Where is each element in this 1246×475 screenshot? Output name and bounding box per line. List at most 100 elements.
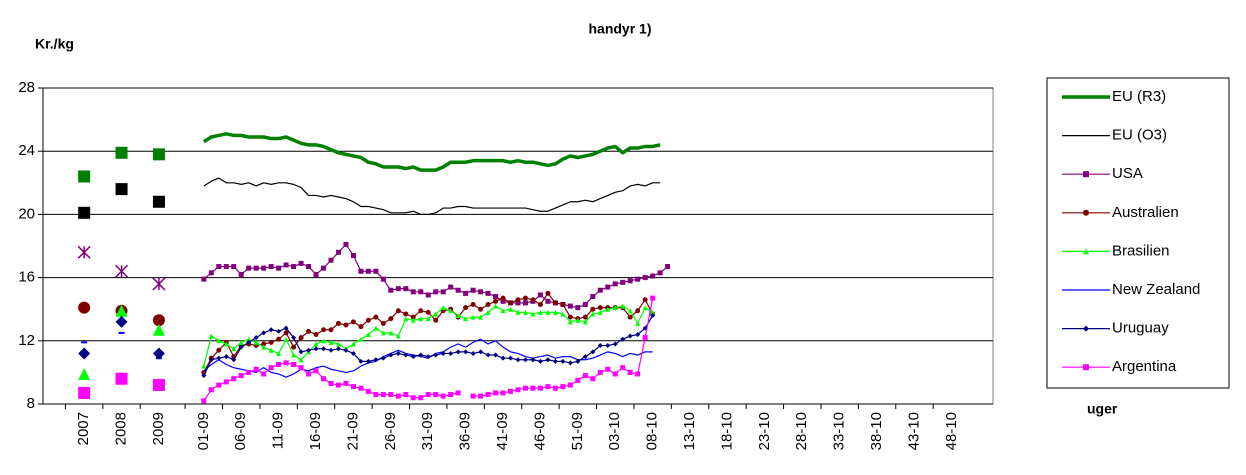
line-point [515, 357, 521, 363]
line-point [642, 335, 648, 341]
line-point [567, 360, 573, 366]
line-point [493, 352, 499, 358]
line-point [590, 294, 596, 300]
line-point [283, 360, 289, 366]
x-tick-label: 38-10 [868, 412, 885, 450]
x-tick-label: 13-10 [681, 412, 698, 450]
line-point [582, 354, 588, 360]
legend-marker [1083, 248, 1089, 255]
line-point [425, 354, 431, 360]
line-point [388, 330, 394, 336]
line-point [470, 314, 476, 320]
line-point [455, 313, 461, 319]
line-point [500, 298, 506, 304]
x-tick-label: 2009 [150, 412, 167, 445]
line-point [575, 377, 581, 383]
line-point [545, 290, 551, 296]
line-point [597, 343, 603, 349]
line-point [500, 295, 506, 301]
annual-point [152, 379, 165, 392]
line-point [582, 319, 588, 325]
line-point [201, 398, 207, 404]
x-tick-label: 2007 [75, 412, 92, 445]
line-point [620, 303, 626, 309]
line-point [283, 336, 289, 342]
line-point [478, 349, 484, 355]
line-point [410, 317, 416, 323]
line-point [545, 298, 551, 304]
line-point [350, 384, 356, 390]
x-tick-label: 48-10 [943, 412, 960, 450]
line-point [223, 379, 229, 385]
line-point [403, 316, 409, 322]
line-point [463, 316, 469, 322]
line-point [433, 289, 439, 295]
line-point [395, 350, 401, 356]
line-point [373, 357, 379, 363]
line-point [597, 309, 603, 315]
line-point [358, 385, 364, 391]
line-point [335, 249, 341, 255]
series-line [202, 132, 661, 172]
legend-label: EU (R3) [1112, 88, 1166, 105]
line-point [313, 331, 319, 337]
legend-box [1046, 77, 1230, 389]
x-tick-label: 23-10 [756, 412, 773, 450]
line-point [597, 305, 603, 311]
line-point [433, 352, 439, 358]
line-point [276, 328, 282, 334]
line-point [440, 350, 446, 356]
x-tick-label: 08-10 [644, 412, 661, 450]
line-point [485, 309, 491, 315]
line-point [500, 355, 506, 361]
line-point [470, 301, 476, 307]
line-point [306, 347, 312, 353]
line-point [448, 308, 454, 314]
x-tick-label: 06-09 [232, 412, 249, 450]
line-point [388, 316, 394, 322]
line-point [231, 376, 237, 382]
line-point [545, 384, 551, 390]
legend-label: Uruguay [1112, 320, 1169, 337]
line-point [500, 390, 506, 396]
line-point [306, 371, 312, 377]
line-point [657, 270, 663, 276]
line-point [380, 355, 386, 361]
line-point [395, 286, 401, 292]
line-point [567, 303, 573, 309]
line-point [455, 287, 461, 293]
line-point [582, 314, 588, 320]
line-point [448, 284, 454, 290]
line-point [552, 385, 558, 391]
line-point [276, 350, 282, 356]
line-point [238, 373, 244, 379]
line-point [620, 365, 626, 371]
line-point [335, 341, 341, 347]
line-point [291, 344, 297, 350]
line-point [380, 392, 386, 398]
line-point [425, 309, 431, 315]
annual-point [115, 372, 128, 385]
y-tick-label: 16 [18, 269, 35, 286]
line-point [567, 319, 573, 325]
line-point [485, 352, 491, 358]
line-point [380, 276, 386, 282]
line-point [575, 317, 581, 323]
line-point [268, 339, 274, 345]
line-point [373, 268, 379, 274]
x-tick-label: 31-09 [419, 412, 436, 450]
annual-point [115, 315, 128, 328]
line-point [635, 371, 641, 377]
line-point [335, 382, 341, 388]
line-point [238, 339, 244, 345]
line-point [365, 268, 371, 274]
line-point [298, 260, 304, 266]
line-point [268, 327, 274, 333]
line-point [410, 354, 416, 360]
x-tick-label: 26-09 [382, 412, 399, 450]
line-point [627, 369, 633, 375]
line-point [298, 349, 304, 355]
line-point [395, 333, 401, 339]
line-point [261, 341, 267, 347]
